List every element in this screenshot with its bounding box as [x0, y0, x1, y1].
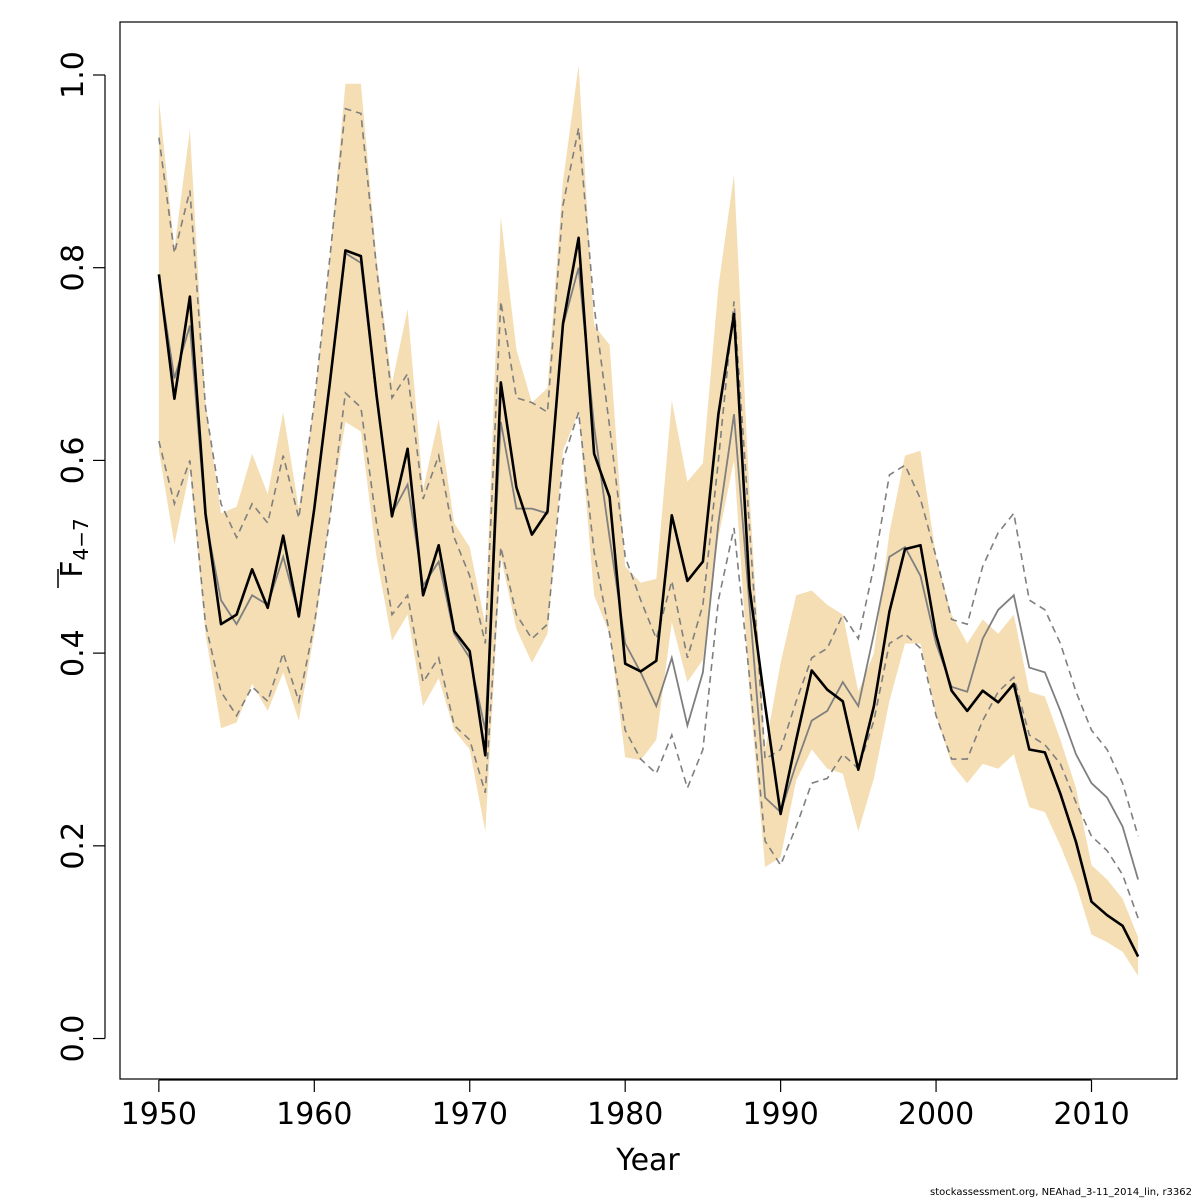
retro-ci-upper-line	[158, 107, 1139, 837]
y-tick-label: 0.6	[56, 437, 91, 485]
x-tick-label: 2010	[1053, 1097, 1129, 1132]
footnote: stockassessment.org, NEAhad_3-11_2014_li…	[930, 1187, 1192, 1198]
confidence-band	[158, 65, 1139, 976]
x-tick-label: 2000	[898, 1097, 974, 1132]
y-tick-label: 0.4	[56, 629, 91, 677]
x-axis-title: Year	[615, 1143, 680, 1178]
x-tick-label: 1990	[742, 1097, 818, 1132]
y-axis-title-main: F	[55, 560, 90, 577]
x-tick-label: 1980	[587, 1097, 663, 1132]
y-tick-label: 0.2	[56, 822, 91, 870]
estimate-line	[157, 236, 1140, 958]
y-tick-label: 0.0	[56, 1015, 91, 1063]
retro-ci-lower-line	[158, 391, 1139, 919]
x-tick-label: 1970	[432, 1097, 508, 1132]
y-axis-title-sub: 4−7	[69, 518, 93, 560]
svg-text:F4−7: F4−7	[55, 518, 93, 577]
series-layer	[157, 65, 1140, 976]
x-tick-label: 1960	[276, 1097, 352, 1132]
plot-frame	[119, 21, 1178, 1080]
y-tick-label: 0.8	[56, 244, 91, 292]
axis-layer: 1950 1960 1970 1980 1990 2000 2010 0.0 0.2 0.4 0.6…	[56, 51, 1130, 1132]
x-tick-label: 1950	[121, 1097, 197, 1132]
y-axis-title: F4−7	[55, 518, 93, 588]
y-tick-label: 1.0	[56, 51, 91, 99]
